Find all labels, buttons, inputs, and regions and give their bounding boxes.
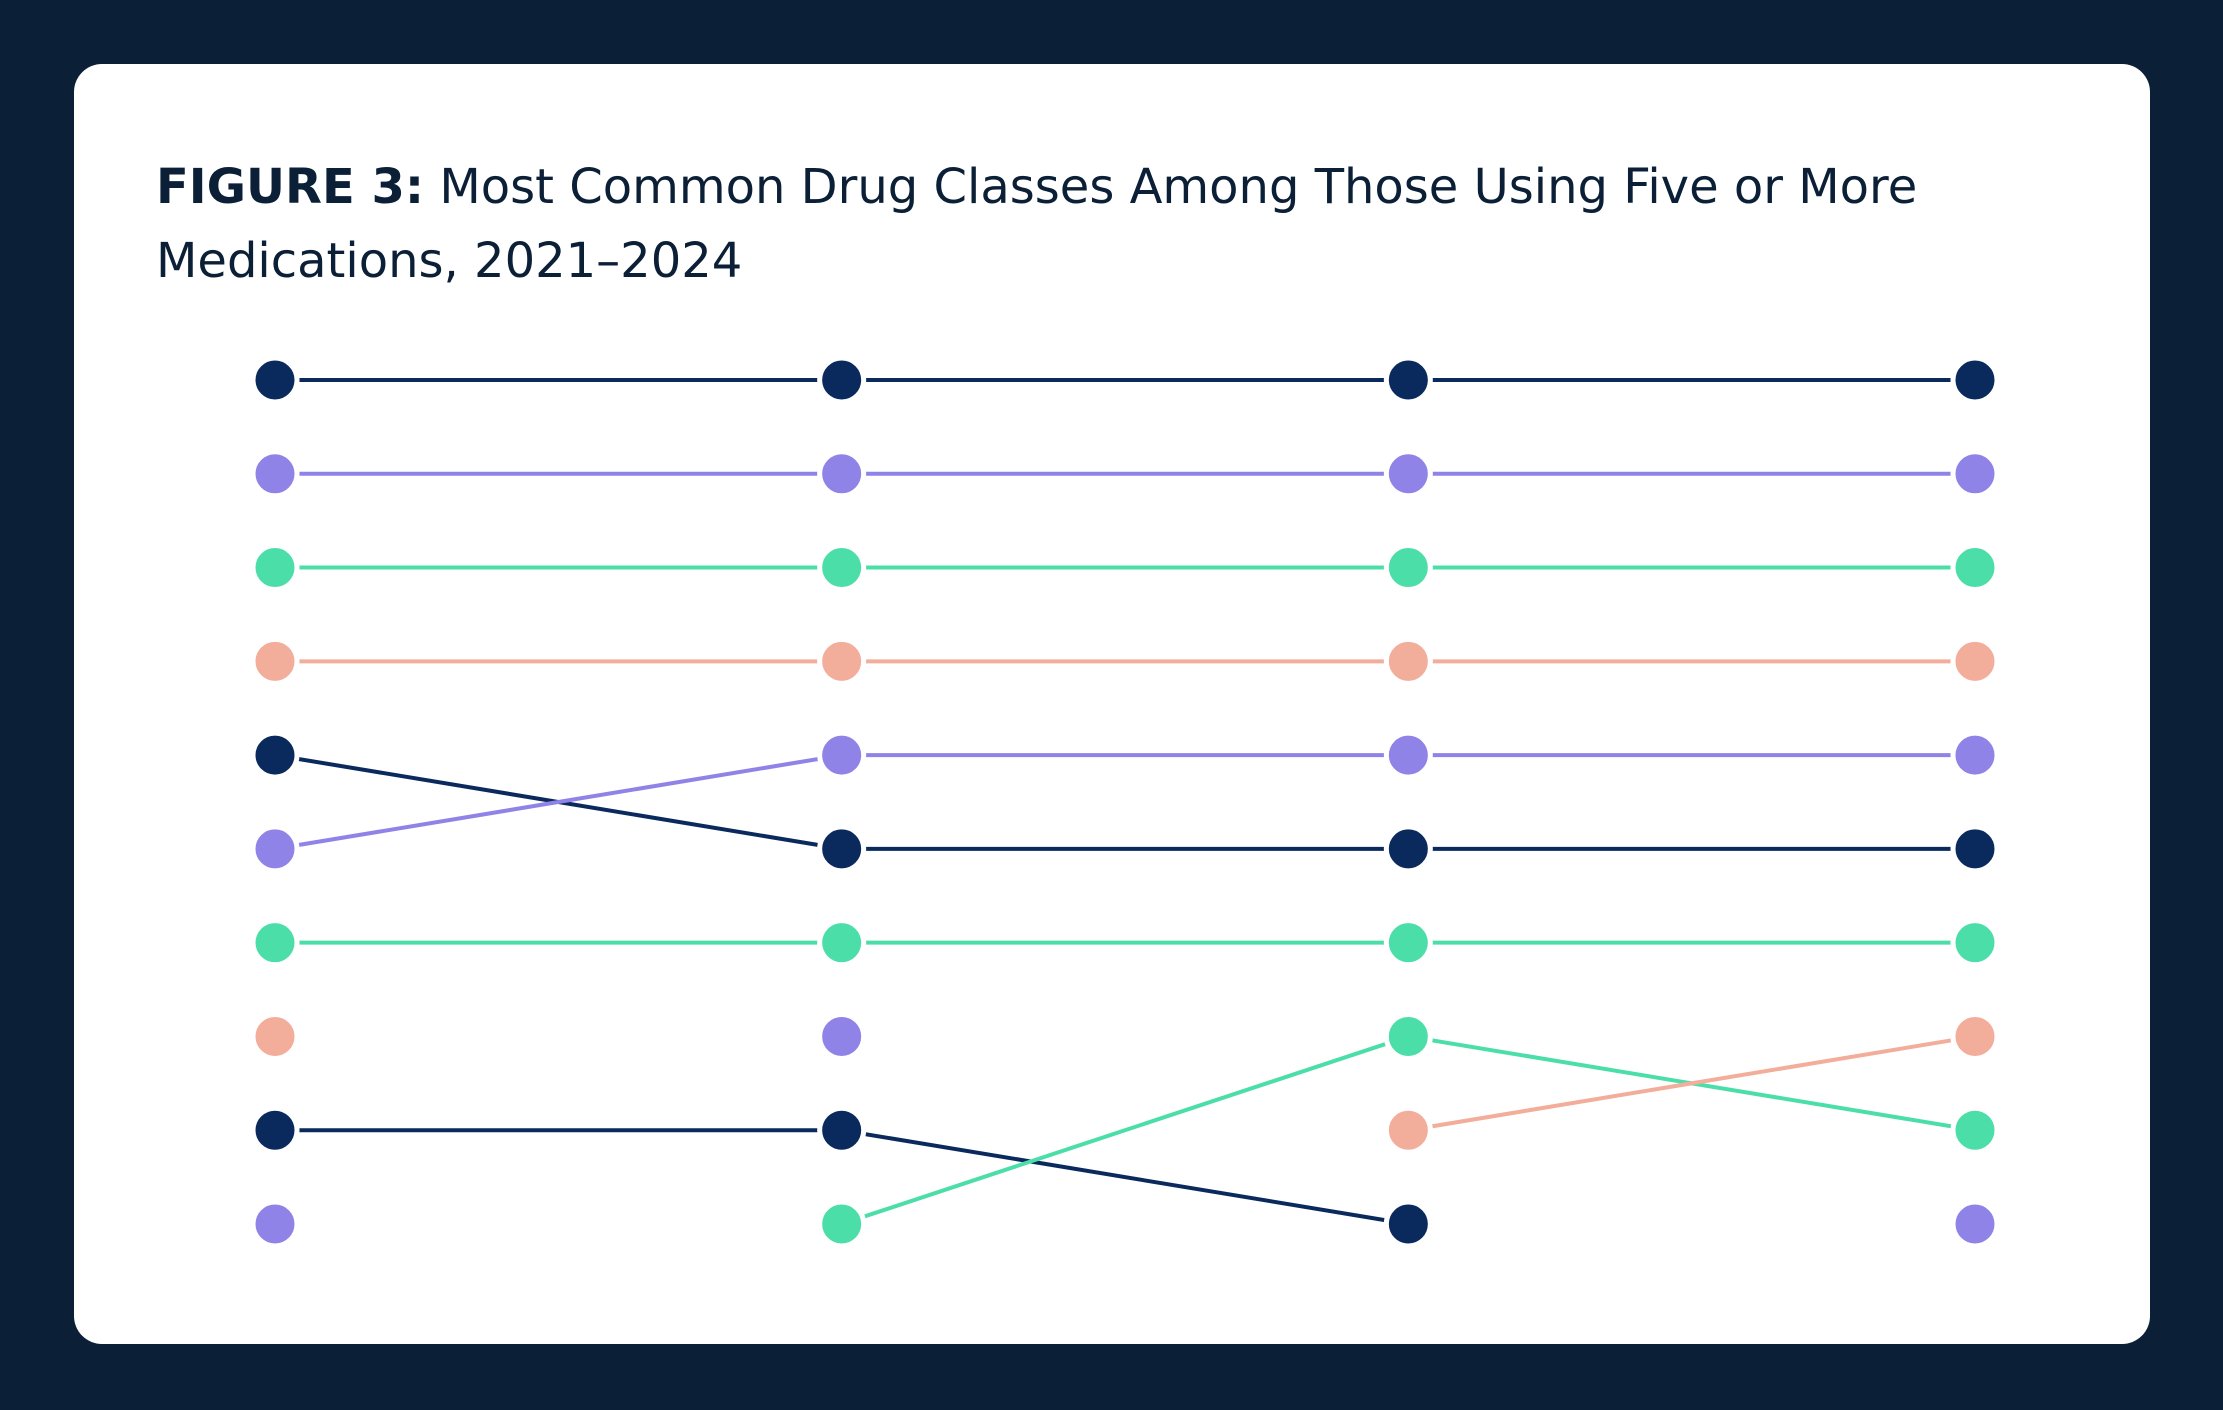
- rank-dot: [817, 730, 867, 780]
- rank-dot: [1383, 730, 1433, 780]
- rank-dot: [1950, 1199, 2000, 1249]
- rank-dot: [1950, 918, 2000, 968]
- rank-dot: [250, 824, 300, 874]
- rank-dot: [1383, 824, 1433, 874]
- rank-dot: [1383, 449, 1433, 499]
- series-line: [274, 753, 1975, 851]
- rank-dot: [1383, 918, 1433, 968]
- rank-dot: [1950, 730, 2000, 780]
- rank-dot: [817, 636, 867, 686]
- rank-dot: [1383, 636, 1433, 686]
- rank-dot: [250, 730, 300, 780]
- rank-dot: [250, 355, 300, 405]
- rank-dot: [1383, 543, 1433, 593]
- rank-dot: [250, 918, 300, 968]
- rank-dot: [250, 1199, 300, 1249]
- rank-dot: [250, 543, 300, 593]
- rank-dot: [250, 636, 300, 686]
- rank-dot: [817, 918, 867, 968]
- rank-dot: [1950, 1011, 2000, 1061]
- title-text: Most Common Drug Classes Among Those Usi…: [156, 159, 1918, 289]
- rank-dot: [817, 449, 867, 499]
- rank-dot: [1950, 543, 2000, 593]
- rank-dot: [817, 543, 867, 593]
- rank-dot: [250, 1011, 300, 1061]
- rank-dot: [1383, 1011, 1433, 1061]
- chart-title: FIGURE 3: Most Common Drug Classes Among…: [156, 150, 1996, 298]
- rank-dot: [817, 1011, 867, 1061]
- rank-dot: [1383, 1105, 1433, 1155]
- rank-dot: [1950, 636, 2000, 686]
- rank-dot: [817, 1105, 867, 1155]
- rank-dot: [1950, 1105, 2000, 1155]
- rank-dot: [1383, 1199, 1433, 1249]
- series-line: [1408, 1034, 1976, 1133]
- rank-dot: [250, 449, 300, 499]
- rank-dot: [1383, 355, 1433, 405]
- rank-dot: [817, 355, 867, 405]
- rank-dot: [1950, 355, 2000, 405]
- rank-dot: [817, 824, 867, 874]
- title-label: FIGURE 3:: [156, 159, 425, 215]
- rank-dot: [1950, 449, 2000, 499]
- rank-dot: [1950, 824, 2000, 874]
- rank-dot: [817, 1199, 867, 1249]
- series-line: [274, 753, 1975, 851]
- rank-dot: [250, 1105, 300, 1155]
